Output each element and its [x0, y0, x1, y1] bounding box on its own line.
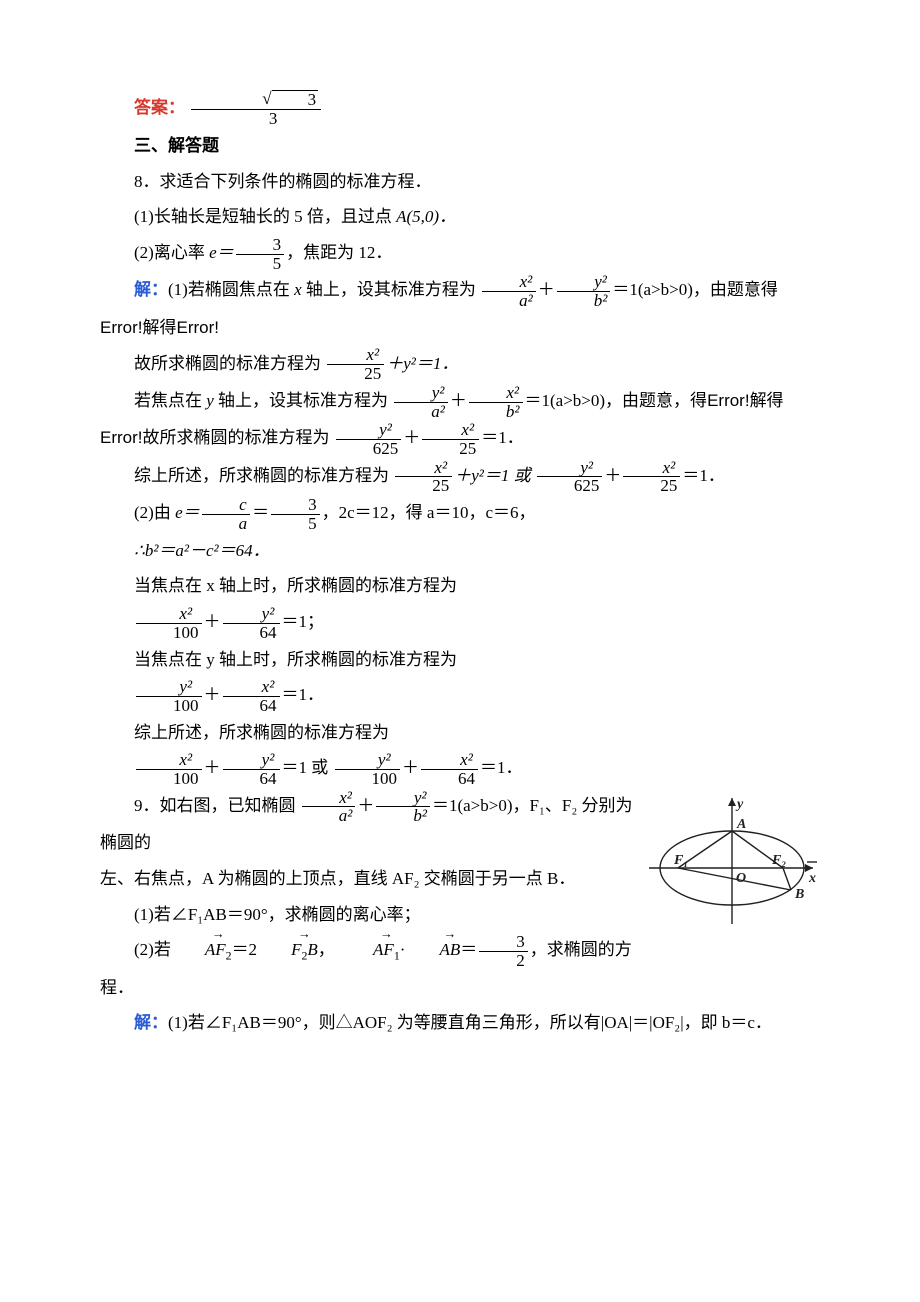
section-3-heading: 三、解答题 — [100, 128, 820, 164]
label-x: x — [808, 871, 816, 886]
q8-yaxis-case: 若焦点在 y 轴上，设其标准方程为 y²a²＋x²b²＝1(a>b>0)，由题意… — [100, 383, 820, 458]
error-text-2: Error! — [177, 318, 220, 337]
point-A: A(5,0)． — [396, 207, 456, 226]
diagram-svg: y x A F₁ F₂ O B — [645, 792, 820, 932]
label-O: O — [736, 871, 746, 886]
label-A: A — [736, 817, 746, 832]
q9-sol: 解：(1)若∠F₁AB＝90°，则△AOF₂ 为等腰直角三角形，所以有|OA|＝… — [100, 1005, 820, 1041]
q8-error-line: Error!解得Error! — [100, 310, 820, 346]
frac-x2-25-b: x²25 — [422, 421, 479, 458]
vec-AF2: AF2 — [171, 932, 232, 968]
solve-label: 解： — [134, 280, 168, 299]
q8-2-b2: ∴b²＝a²－c²＝64． — [100, 533, 820, 569]
frac-x2-25: x²25 — [327, 346, 384, 383]
line-F1-B — [678, 868, 791, 890]
q8-1: (1)长轴长是短轴长的 5 倍，且过点 A(5,0)． — [100, 199, 820, 235]
page: 答案： 3 3 三、解答题 8．求适合下列条件的椭圆的标准方程． (1)长轴长是… — [0, 0, 920, 1302]
frac-x2-a2: x²a² — [482, 273, 536, 310]
label-F1: F₁ — [673, 853, 688, 868]
q8-std-1: 故所求椭圆的标准方程为 x²25＋y²＝1． — [100, 346, 820, 383]
line-F2-B — [783, 868, 791, 890]
q8-sol-1-line1: 解：(1)若椭圆焦点在 x 轴上，设其标准方程为 x²a²＋y²b²＝1(a>b… — [100, 272, 820, 309]
frac-3-5-b: 35 — [271, 496, 320, 533]
label-y: y — [735, 797, 744, 812]
q8-2-summary-eq: x²100＋y²64＝1 或 y²100＋x²64＝1． — [100, 750, 820, 787]
frac-3-2: 32 — [479, 933, 528, 970]
frac-y2-625: y²625 — [336, 421, 402, 458]
frac-3-5: 35 — [236, 236, 285, 273]
y-arrow — [728, 798, 736, 806]
ellipse-diagram: y x A F₁ F₂ O B — [645, 792, 820, 945]
q8-stem: 8．求适合下列条件的椭圆的标准方程． — [100, 164, 820, 200]
error-text: Error! — [100, 318, 143, 337]
q8-2-focus-x: 当焦点在 x 轴上时，所求椭圆的标准方程为 — [100, 568, 820, 604]
q8-2-summary: 综上所述，所求椭圆的标准方程为 — [100, 715, 820, 751]
q8-summary-1: 综上所述，所求椭圆的标准方程为 x²25＋y²＝1 或 y²625＋x²25＝1… — [100, 458, 820, 495]
q8-2-eq-y: y²100＋x²64＝1． — [100, 677, 820, 714]
frac-c-a: ca — [202, 496, 251, 533]
vec-F2B: F2B — [257, 932, 318, 968]
answer-label: 答案： — [134, 98, 185, 117]
label-B: B — [794, 887, 804, 902]
q9-block: y x A F₁ F₂ O B 9．如右图，已知椭圆 x²a²＋y²b²＝1(a… — [100, 788, 820, 1006]
vec-AF1: AF1 — [339, 932, 400, 968]
vec-AB: AB — [405, 932, 460, 968]
q8-2-sol-line1: (2)由 e＝ca＝35，2c＝12，得 a＝10，c＝6， — [100, 495, 820, 532]
frac-y2-b2: y²b² — [557, 273, 611, 310]
answer-frac: 3 3 — [191, 90, 321, 128]
q8-2: (2)离心率 e＝35，焦距为 12． — [100, 235, 820, 272]
label-F2: F₂ — [771, 853, 786, 868]
solve-label-2: 解： — [134, 1013, 168, 1032]
q8-2-eq-x: x²100＋y²64＝1； — [100, 604, 820, 641]
q8-2-focus-y: 当焦点在 y 轴上时，所求椭圆的标准方程为 — [100, 642, 820, 678]
answer-line: 答案： 3 3 — [100, 90, 820, 128]
